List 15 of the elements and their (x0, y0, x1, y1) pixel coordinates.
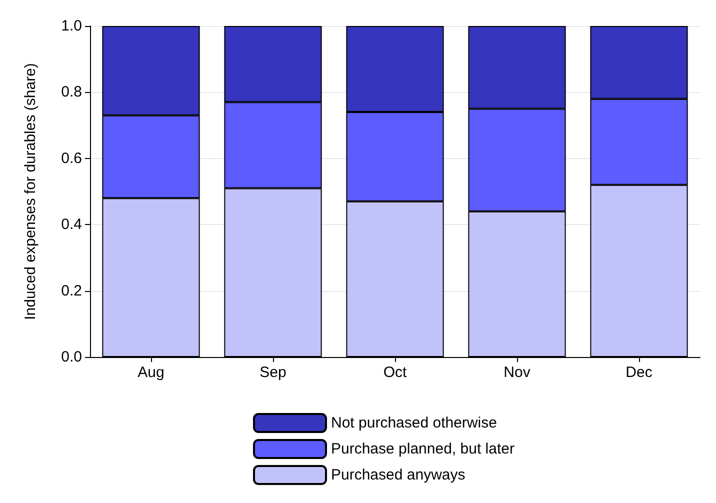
y-axis-title: Induced expenses for durables (share) (22, 63, 39, 320)
legend-label: Purchase planned, but later (331, 440, 514, 458)
legend-label: Not purchased otherwise (331, 414, 497, 432)
y-tick-label: 0.6 (61, 150, 82, 167)
x-tick-label: Aug (138, 364, 164, 381)
x-tick-label: Dec (626, 364, 653, 381)
x-tick-label: Sep (260, 364, 286, 381)
y-tick-label: 1.0 (61, 18, 82, 34)
legend-label: Purchased anyways (331, 466, 466, 484)
y-tick-label: 0.2 (61, 282, 82, 300)
y-tick-label: 0.4 (61, 216, 82, 234)
x-tick-label: Nov (504, 364, 531, 381)
y-tick-label: 0.8 (61, 84, 82, 101)
y-tick-label: 0.0 (61, 348, 82, 366)
x-tick-label: Oct (383, 364, 408, 381)
